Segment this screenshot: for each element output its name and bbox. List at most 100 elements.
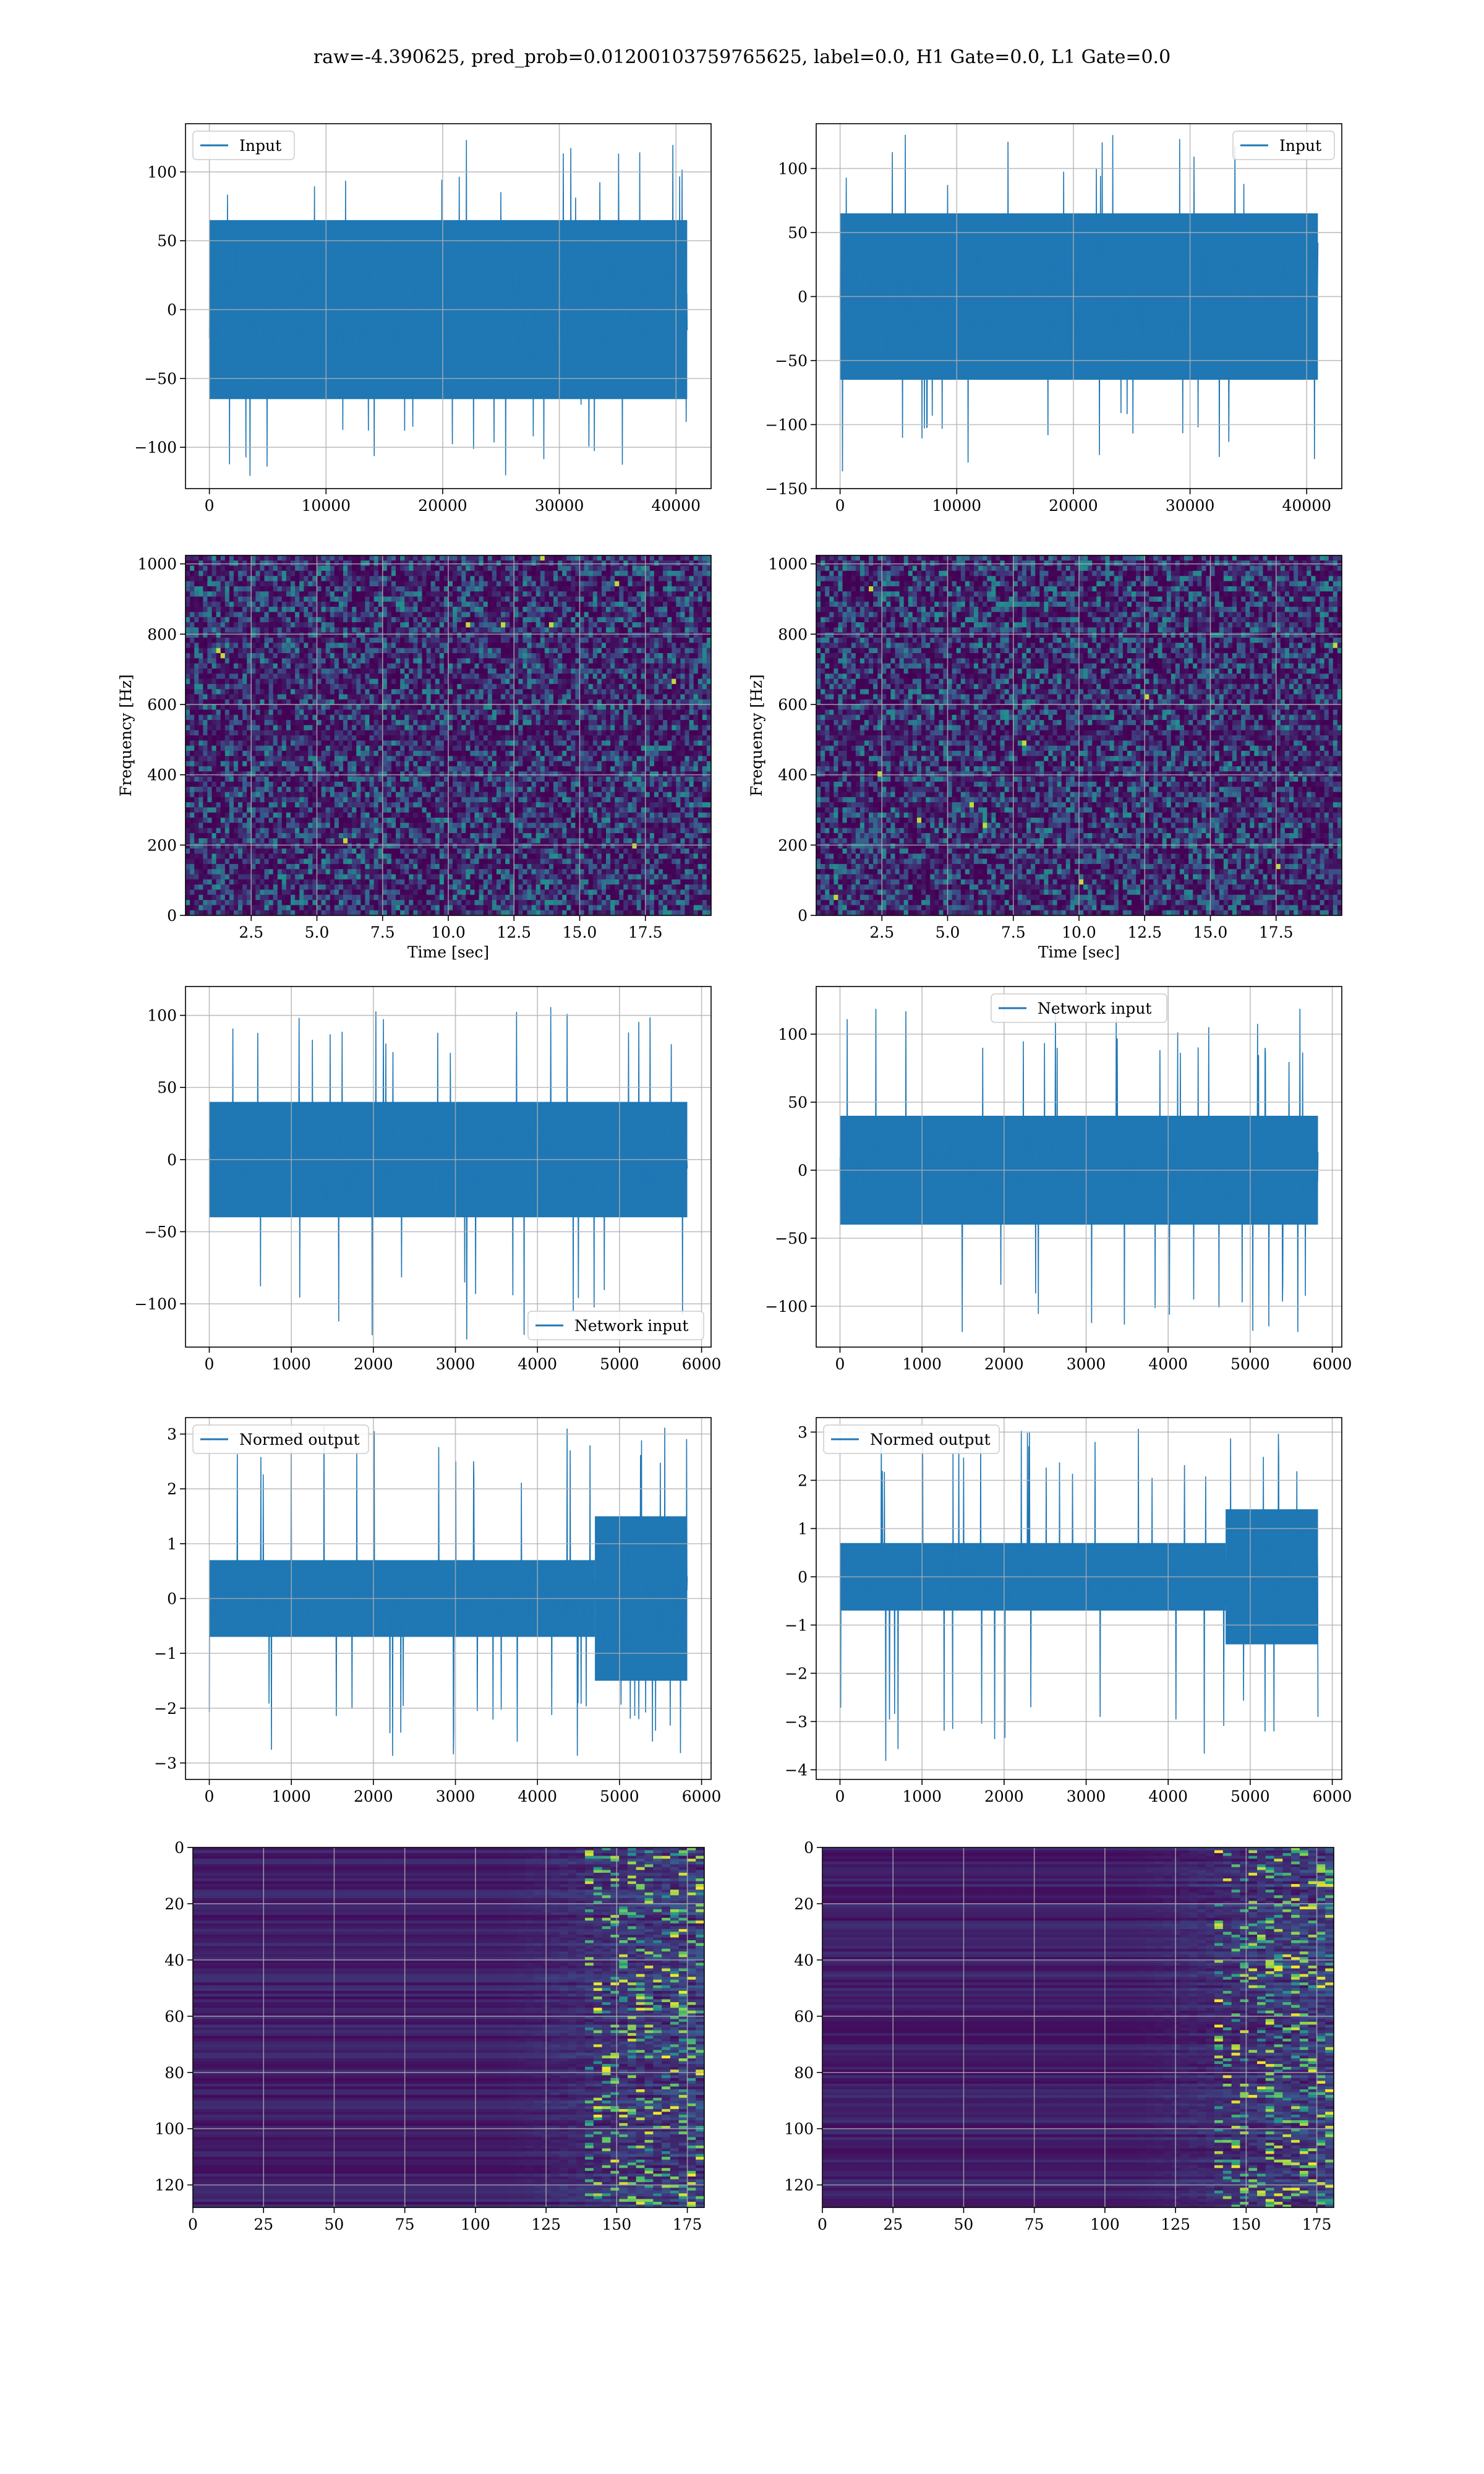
spectrogram-cell: [338, 576, 344, 582]
spectrogram-cell: [426, 581, 432, 587]
spectrogram-cell: [360, 570, 365, 576]
spectrogram-cell: [606, 714, 611, 721]
spectrogram-cell: [299, 730, 304, 736]
spectrogram-cell: [369, 720, 375, 726]
spectrogram-cell: [483, 674, 488, 680]
spectrogram-cell: [448, 704, 453, 710]
spectrogram-cell: [317, 638, 322, 643]
spectrogram-cell: [466, 560, 471, 567]
spectrogram-cell: [373, 709, 379, 716]
spectrogram-cell: [291, 709, 296, 716]
spectrogram-cell: [540, 658, 545, 664]
spectrogram-cell: [510, 699, 514, 705]
spectrogram-cell: [264, 643, 270, 649]
spectrogram-cell: [544, 565, 550, 571]
spectrogram-cell: [242, 678, 247, 685]
spectrogram-cell: [229, 565, 234, 571]
spectrogram-cell: [268, 591, 274, 597]
spectrogram-cell: [194, 761, 199, 767]
spectrogram-cell: [435, 689, 440, 695]
spectrogram-cell: [584, 607, 589, 612]
spectrogram-cell: [461, 750, 466, 756]
spectrogram-cell: [448, 632, 453, 638]
spectrogram-cell: [277, 699, 283, 705]
spectrogram-cell: [628, 570, 633, 576]
spectrogram-cell: [636, 663, 642, 669]
spectrogram-cell: [348, 622, 352, 628]
spectrogram-cell: [584, 617, 589, 623]
spectrogram-cell: [548, 638, 554, 643]
spectrogram-cell: [483, 560, 488, 567]
spectrogram-cell: [391, 648, 396, 654]
spectrogram-cell: [706, 560, 711, 567]
spectrogram-cell: [369, 638, 375, 643]
spectrogram-cell: [689, 756, 694, 762]
spectrogram-cell: [676, 555, 681, 561]
spectrogram-cell: [461, 555, 466, 561]
spectrogram-cell: [566, 699, 571, 705]
spectrogram-cell: [496, 720, 501, 726]
spectrogram-cell: [295, 761, 300, 767]
spectrogram-cell: [540, 694, 545, 700]
spectrogram-cell: [277, 632, 283, 638]
spectrogram-cell: [496, 638, 501, 643]
spectrogram-cell: [233, 761, 239, 767]
spectrogram-cell: [654, 689, 659, 695]
spectrogram-cell: [382, 586, 388, 592]
spectrogram-cell: [312, 601, 318, 607]
spectrogram-cell: [396, 761, 401, 767]
spectrogram-cell: [535, 586, 541, 592]
spectrogram-cell: [334, 668, 339, 674]
spectrogram-cell: [544, 761, 550, 767]
spectrogram-cell: [242, 750, 247, 756]
spectrogram-cell: [268, 704, 274, 710]
spectrogram-cell: [531, 627, 537, 633]
spectrogram-cell: [553, 627, 558, 633]
spectrogram-cell: [610, 555, 615, 561]
spectrogram-cell: [632, 601, 638, 607]
spectrogram-cell: [268, 643, 274, 649]
spectrogram-cell: [365, 576, 370, 582]
spectrogram-cell: [242, 704, 247, 710]
spectrogram-cell: [325, 761, 331, 767]
spectrogram-cell: [544, 591, 550, 597]
spectrogram-cell: [291, 601, 296, 607]
spectrogram-cell: [470, 653, 475, 659]
spectrogram-cell: [453, 648, 458, 654]
spectrogram-cell: [579, 638, 585, 643]
spectrogram-cell: [203, 740, 208, 747]
x-tick-label: 30000: [1166, 497, 1215, 515]
spectrogram-cell: [360, 565, 365, 571]
spectrogram-cell: [659, 720, 663, 726]
spectrogram-cell: [343, 699, 348, 705]
spectrogram-cell: [697, 663, 703, 669]
spectrogram-cell: [207, 730, 213, 736]
spectrogram-cell: [492, 648, 497, 654]
spectrogram-cell: [430, 663, 436, 669]
spectrogram-cell: [312, 683, 318, 690]
spectrogram-cell: [702, 694, 707, 700]
spectrogram-cell: [369, 699, 375, 705]
spectrogram-cell: [566, 678, 571, 685]
spectrogram-cell: [659, 612, 663, 618]
spectrogram-cell: [422, 714, 427, 721]
spectrogram-cell: [186, 627, 190, 633]
spectrogram-cell: [190, 601, 195, 607]
spectrogram-cell: [544, 586, 550, 592]
spectrogram-cell: [501, 699, 506, 705]
spectrogram-cell: [667, 735, 672, 741]
spectrogram-cell: [684, 570, 690, 576]
spectrogram-cell: [667, 658, 672, 664]
spectrogram-cell: [417, 622, 423, 628]
spectrogram-cell: [291, 689, 296, 695]
spectrogram-cell: [606, 740, 611, 747]
spectrogram-cell: [286, 735, 291, 741]
spectrogram-cell: [654, 648, 659, 654]
spectrogram-cell: [663, 607, 668, 612]
spectrogram-cell: [654, 570, 659, 576]
spectrogram-cell: [443, 709, 449, 716]
spectrogram-cell: [474, 653, 480, 659]
spectrogram-cell: [571, 586, 576, 592]
spectrogram-cell: [430, 570, 436, 576]
spectrogram-cell: [330, 756, 335, 762]
